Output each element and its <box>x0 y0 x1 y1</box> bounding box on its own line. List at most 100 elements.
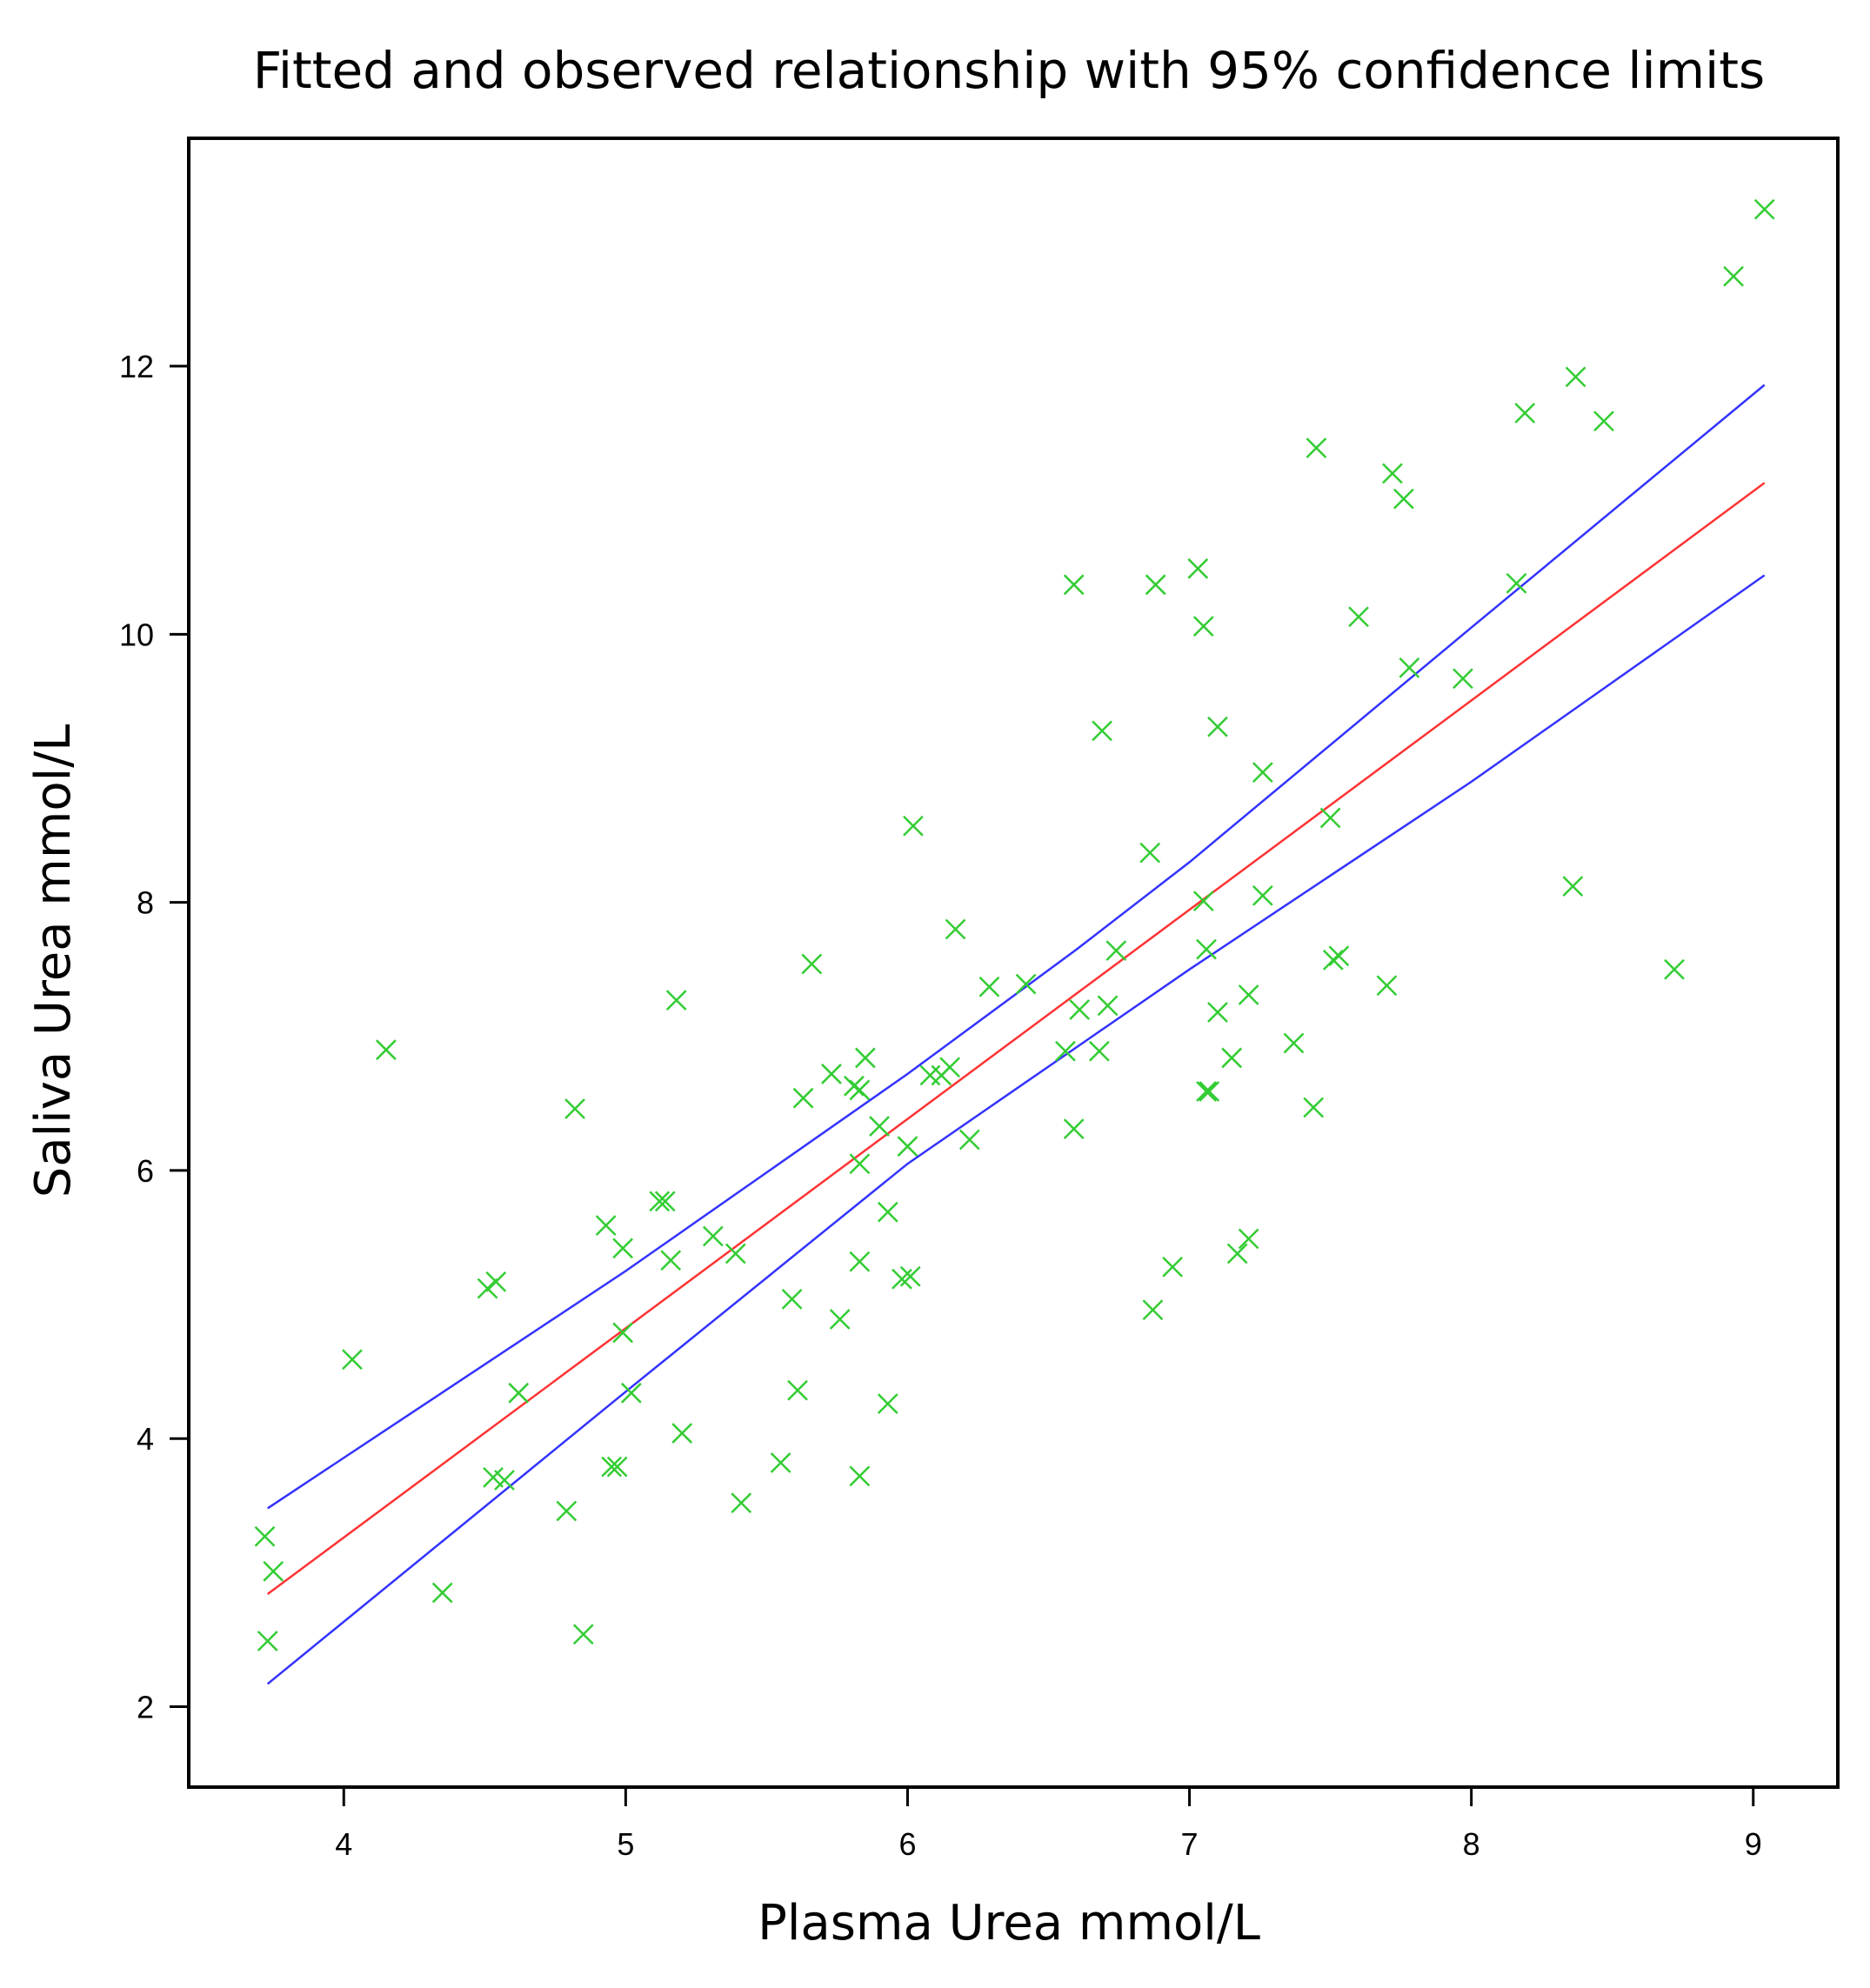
x-tick-label: 5 <box>617 1826 634 1862</box>
data-point <box>1199 1081 1220 1102</box>
data-point <box>849 1153 871 1175</box>
data-point <box>572 1624 594 1645</box>
data-point <box>1252 885 1273 906</box>
plot-frame <box>187 137 1840 1789</box>
data-point <box>1162 1257 1184 1278</box>
data-point <box>1063 1118 1085 1140</box>
data-point <box>660 1250 682 1271</box>
data-point <box>849 1465 871 1487</box>
data-point <box>654 1191 676 1212</box>
data-point <box>945 918 966 940</box>
data-point <box>1348 606 1369 628</box>
y-tick-label: 10 <box>119 617 154 652</box>
data-point <box>792 1087 814 1109</box>
data-point <box>1226 1243 1248 1264</box>
x-tick-label: 8 <box>1463 1826 1480 1862</box>
data-point <box>477 1278 498 1299</box>
data-point <box>1196 1081 1217 1102</box>
data-point <box>770 1452 791 1473</box>
data-point <box>254 1525 276 1547</box>
data-point <box>897 1136 918 1157</box>
data-point <box>606 1456 628 1478</box>
data-point <box>375 1039 397 1061</box>
y-axis: 2 4 6 8 10 12 <box>119 349 189 1725</box>
data-point <box>601 1456 623 1478</box>
data-point <box>1139 842 1161 864</box>
data-point <box>1187 557 1209 579</box>
x-tick-label: 9 <box>1745 1826 1762 1862</box>
y-tick-label: 8 <box>137 885 154 921</box>
data-point <box>854 1047 876 1069</box>
data-point <box>612 1237 634 1259</box>
data-point <box>1376 975 1398 997</box>
observed-points <box>254 198 1775 1651</box>
chart-title: Fitted and observed relationship with 95… <box>253 41 1765 100</box>
data-point <box>1238 984 1259 1005</box>
data-point <box>1283 1032 1305 1054</box>
data-point <box>595 1215 617 1237</box>
y-tick-label: 6 <box>137 1153 154 1189</box>
data-point <box>1453 668 1473 690</box>
data-point <box>781 1289 803 1310</box>
data-point <box>1063 574 1085 596</box>
data-point <box>849 1251 871 1272</box>
fit-lines <box>266 384 1766 1685</box>
y-axis-label: Saliva Urea mmol/L <box>25 724 82 1198</box>
data-point <box>1382 463 1403 484</box>
data-point <box>1328 945 1350 967</box>
x-axis-label: Plasma Urea mmol/L <box>758 1895 1260 1951</box>
x-tick-label: 4 <box>335 1826 352 1862</box>
data-point <box>787 1379 808 1401</box>
data-point <box>869 1116 890 1137</box>
data-point <box>1664 958 1685 980</box>
data-point <box>939 1057 960 1078</box>
data-point <box>843 1075 865 1097</box>
data-point <box>821 1064 842 1084</box>
data-point <box>1105 940 1127 962</box>
data-point <box>342 1349 363 1371</box>
data-point <box>1303 1097 1325 1118</box>
data-point <box>1069 999 1091 1020</box>
data-point <box>702 1225 724 1247</box>
data-point <box>899 1265 921 1287</box>
data-point <box>731 1492 752 1514</box>
data-point <box>1145 574 1166 596</box>
data-point <box>1753 198 1775 220</box>
data-point <box>1015 973 1037 995</box>
data-point <box>877 1393 898 1415</box>
data-point <box>431 1582 453 1604</box>
data-point <box>612 1322 634 1344</box>
data-point <box>903 815 924 837</box>
lower-confidence-line <box>266 574 1766 1685</box>
data-point <box>564 1098 585 1119</box>
data-point <box>1221 1047 1243 1069</box>
x-tick-label: 6 <box>898 1826 916 1862</box>
data-point <box>1562 876 1584 897</box>
data-point <box>1092 720 1112 742</box>
data-point <box>665 990 687 1011</box>
data-point <box>725 1243 746 1264</box>
data-point <box>1238 1228 1259 1250</box>
data-point <box>1565 366 1586 388</box>
data-point <box>1306 437 1327 458</box>
data-point <box>556 1500 578 1522</box>
data-point <box>1392 488 1414 510</box>
data-point <box>1506 572 1527 594</box>
data-point <box>978 976 1000 997</box>
data-point <box>1088 1040 1110 1062</box>
data-point <box>892 1268 912 1290</box>
data-point <box>877 1201 898 1223</box>
data-point <box>671 1423 693 1444</box>
data-point <box>1207 1002 1228 1023</box>
data-point <box>1723 265 1744 287</box>
data-point <box>494 1470 515 1491</box>
data-point <box>919 1064 941 1086</box>
data-point <box>485 1271 507 1292</box>
data-point <box>1514 403 1536 424</box>
data-point <box>1192 891 1214 911</box>
data-point <box>508 1382 530 1404</box>
data-point <box>1142 1299 1164 1321</box>
x-tick-label: 7 <box>1181 1826 1199 1862</box>
data-point <box>263 1560 284 1582</box>
data-point <box>1055 1040 1076 1062</box>
